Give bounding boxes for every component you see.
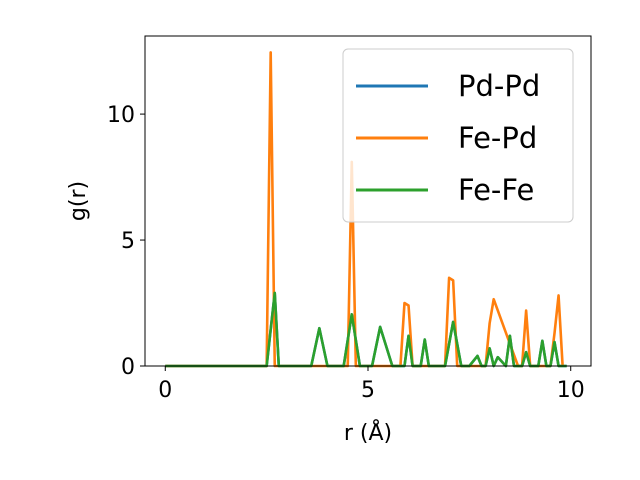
legend: Pd-Pd Fe-Pd Fe-Fe xyxy=(342,48,574,223)
x-axis-label: r (Å) xyxy=(344,419,392,446)
legend-box xyxy=(342,48,574,223)
legend-label-fe-pd: Fe-Pd xyxy=(458,121,537,155)
series-line-fe-fe xyxy=(165,291,567,368)
x-tick-label-2: 10 xyxy=(557,378,585,403)
legend-label-pd-pd: Pd-Pd xyxy=(458,69,540,103)
x-tick-label-0: 0 xyxy=(158,378,172,403)
legend-label-fe-fe: Fe-Fe xyxy=(458,173,534,207)
y-tick-label-0: 0 xyxy=(121,355,135,380)
y-axis-label: g(r) xyxy=(66,181,91,221)
y-tick-label-1: 5 xyxy=(121,229,135,254)
y-tick-label-2: 10 xyxy=(107,103,135,128)
x-tick-label-1: 5 xyxy=(361,378,375,403)
axis-ticks: 0 5 10 0 5 10 xyxy=(107,103,585,403)
